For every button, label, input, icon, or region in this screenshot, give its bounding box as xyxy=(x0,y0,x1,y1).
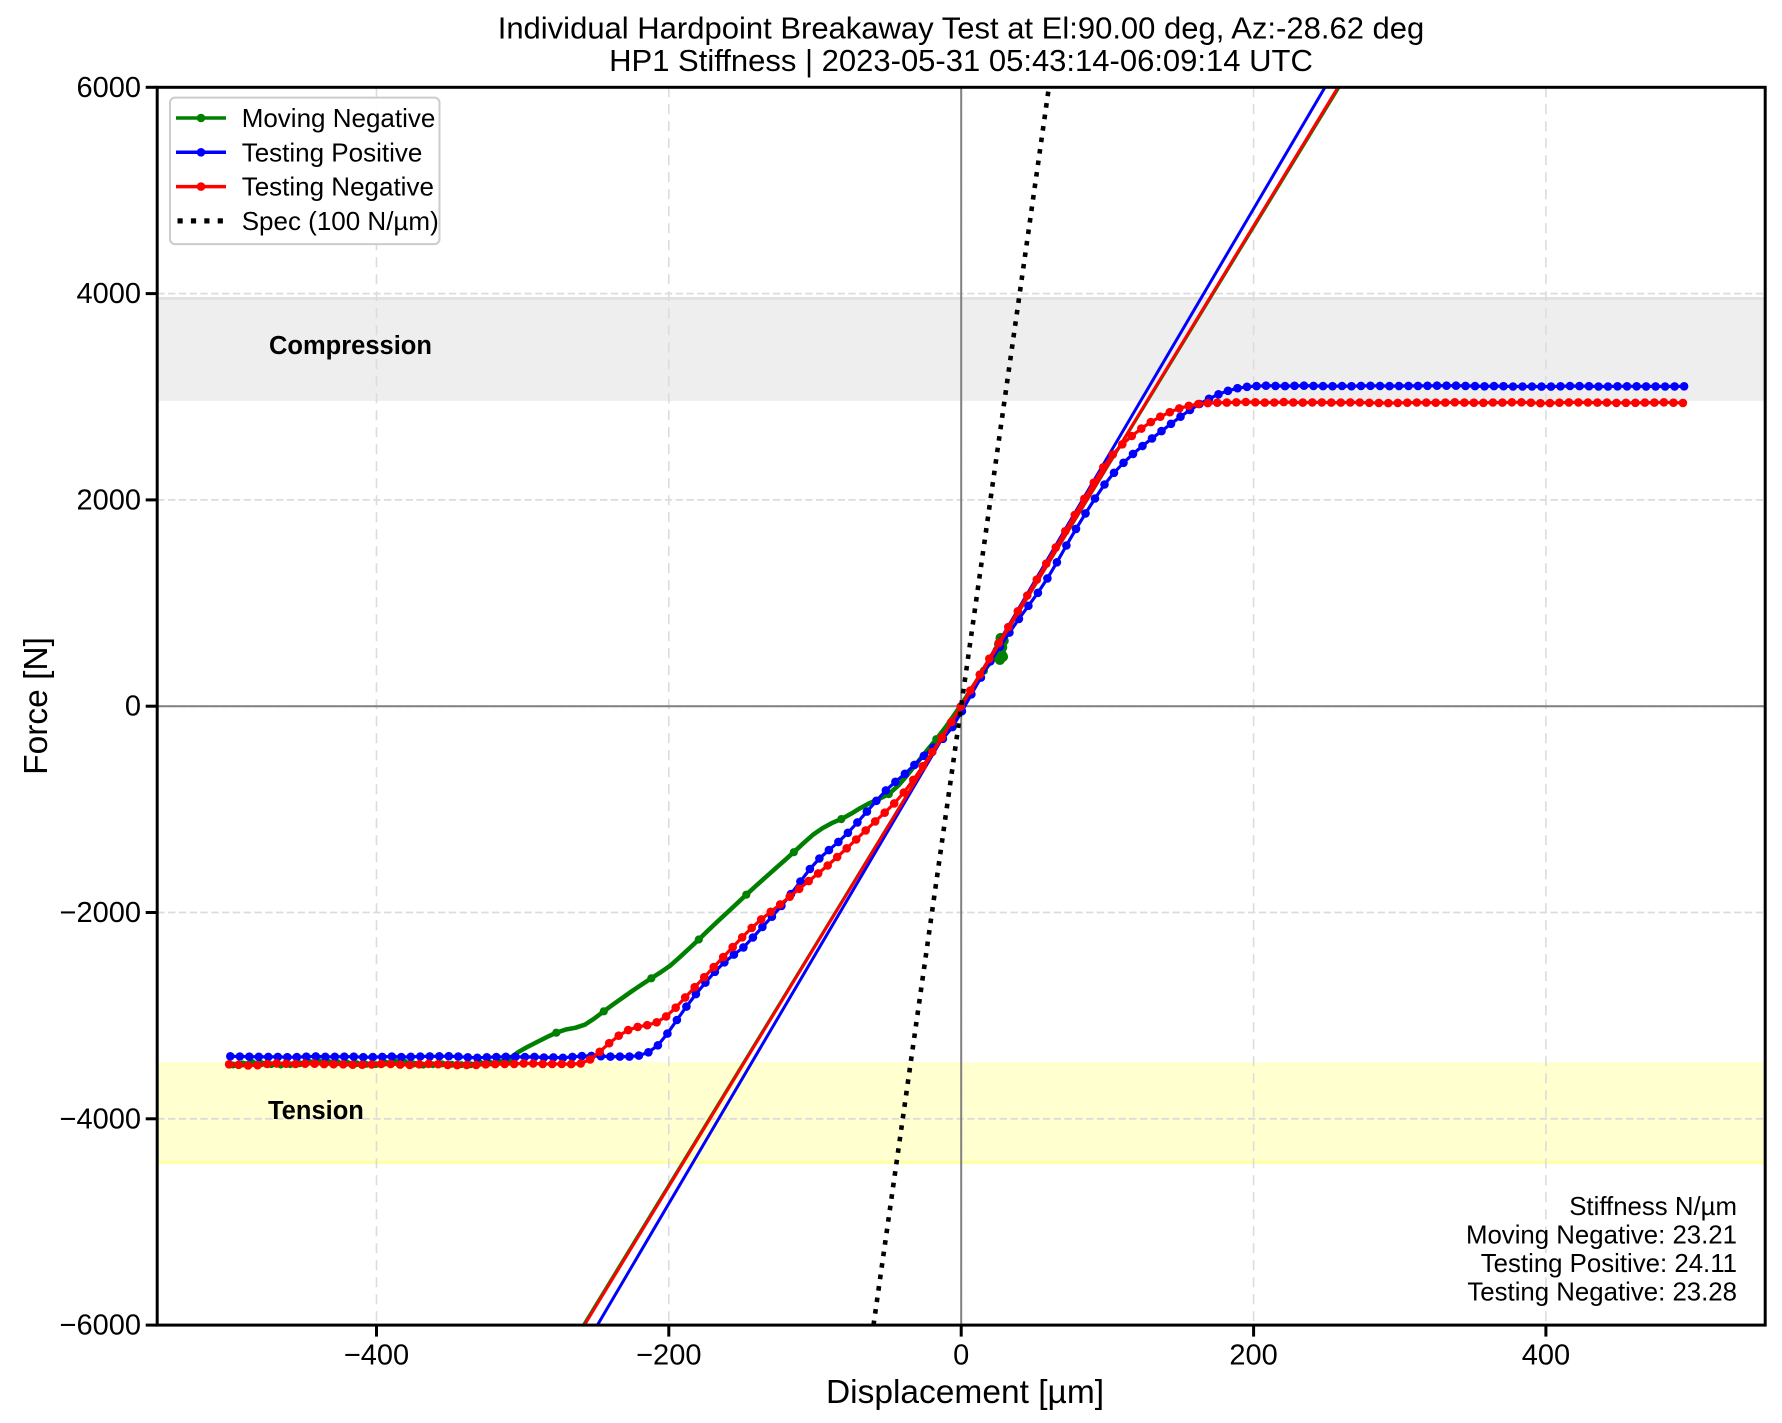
svg-text:200: 200 xyxy=(1229,1340,1277,1372)
svg-text:−400: −400 xyxy=(344,1340,409,1372)
svg-text:−200: −200 xyxy=(636,1340,701,1372)
svg-text:Tension: Tension xyxy=(268,1097,364,1125)
svg-text:Individual Hardpoint Breakaway: Individual Hardpoint Breakaway Test at E… xyxy=(498,11,1425,46)
svg-text:Stiffness N/µm: Stiffness N/µm xyxy=(1569,1193,1737,1221)
svg-text:Testing Positive: Testing Positive xyxy=(242,137,423,167)
svg-text:2000: 2000 xyxy=(76,484,141,516)
svg-text:Force [N]: Force [N] xyxy=(18,637,55,775)
svg-text:Testing Positive: 24.11: Testing Positive: 24.11 xyxy=(1481,1250,1737,1278)
svg-text:0: 0 xyxy=(953,1340,969,1372)
svg-text:Testing Negative: Testing Negative xyxy=(242,172,434,202)
svg-text:Moving Negative: Moving Negative xyxy=(242,103,436,133)
svg-text:Testing Negative: 23.28: Testing Negative: 23.28 xyxy=(1467,1279,1737,1307)
svg-text:Spec (100 N/µm): Spec (100 N/µm) xyxy=(242,206,439,236)
svg-text:−2000: −2000 xyxy=(60,897,141,929)
svg-text:−4000: −4000 xyxy=(60,1103,141,1135)
svg-text:Compression: Compression xyxy=(269,332,432,360)
svg-text:4000: 4000 xyxy=(76,278,141,310)
svg-text:400: 400 xyxy=(1522,1340,1570,1372)
svg-text:Moving Negative: 23.21: Moving Negative: 23.21 xyxy=(1466,1222,1737,1250)
svg-text:HP1 Stiffness | 2023-05-31 05:: HP1 Stiffness | 2023-05-31 05:43:14-06:0… xyxy=(609,43,1313,78)
svg-text:Displacement [µm]: Displacement [µm] xyxy=(826,1374,1104,1411)
svg-text:6000: 6000 xyxy=(76,72,141,104)
svg-text:0: 0 xyxy=(125,691,141,723)
svg-text:−6000: −6000 xyxy=(60,1310,141,1342)
